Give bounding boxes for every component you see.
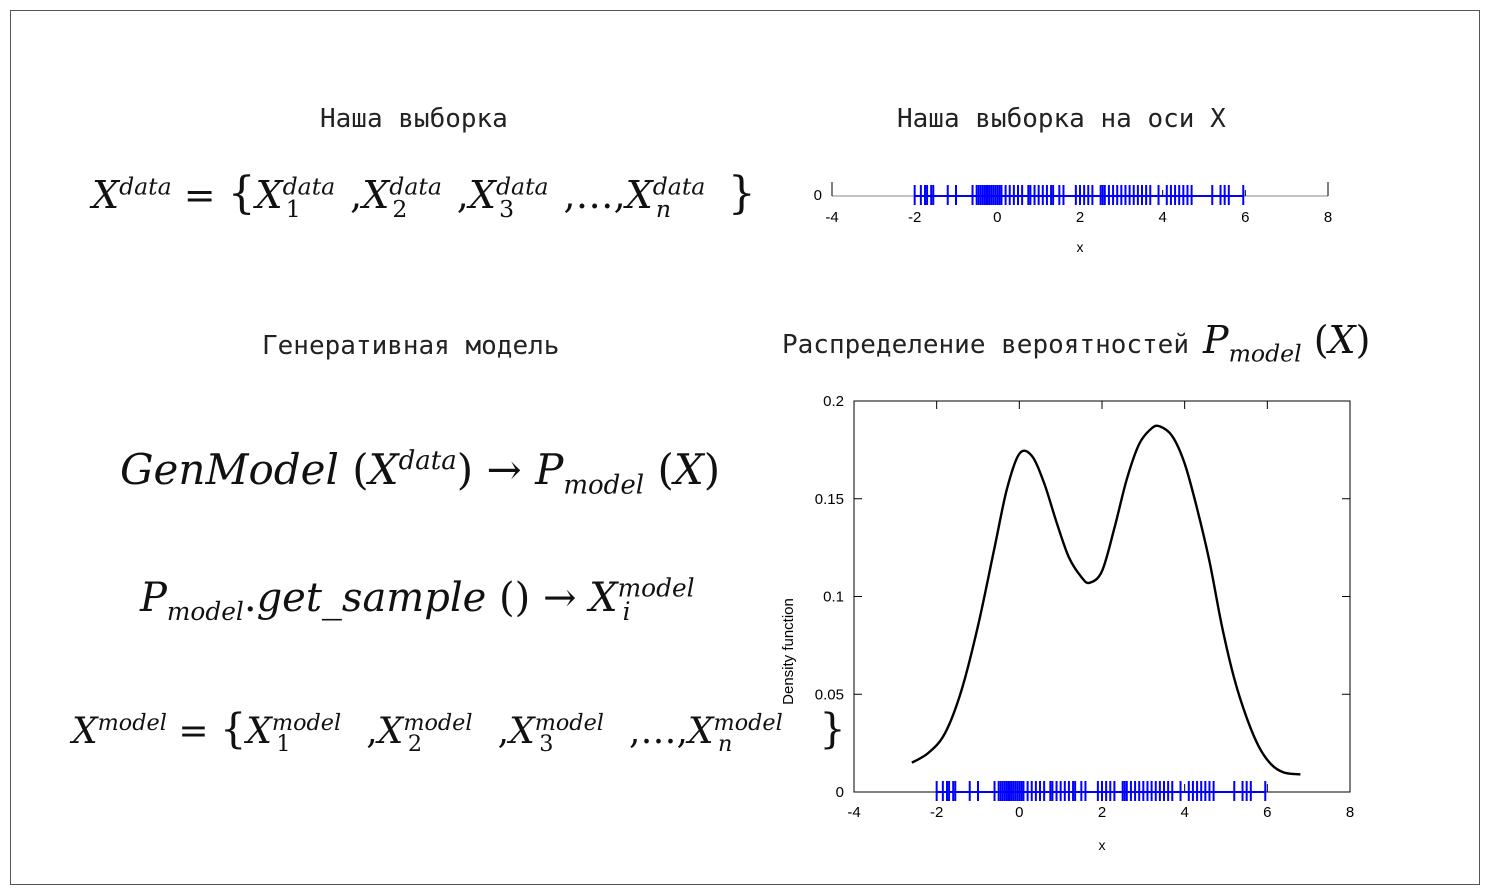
heading-distribution-formula: Pmodel (X) bbox=[1203, 318, 1371, 368]
y-tick-label: 0.05 bbox=[815, 686, 844, 703]
heading-sample-axis: Наша выборка на оси X bbox=[897, 104, 1226, 134]
x-tick-label: 4 bbox=[1158, 209, 1166, 226]
formula-sample-set: Xdata = {Xdata1 ,Xdata2 ,Xdata3 ,…,Xdatan} bbox=[92, 168, 756, 223]
x-tick-label: 6 bbox=[1241, 209, 1249, 226]
x-tick-label: 0 bbox=[993, 209, 1001, 226]
x-tick-label: -2 bbox=[908, 209, 921, 226]
x-axis-label: x bbox=[1077, 239, 1084, 255]
x-tick-label: 0 bbox=[1015, 804, 1023, 821]
x-tick-label: -2 bbox=[930, 804, 943, 821]
heading-sample: Наша выборка bbox=[320, 104, 508, 134]
density-chart: -4 -2 0 2 4 6 8 0 0.05 0.1 0.15 0.2 x Density functio… bbox=[780, 393, 1354, 853]
x-tick-label: 2 bbox=[1098, 804, 1106, 821]
x-tick-label: 2 bbox=[1076, 209, 1084, 226]
y-tick-label: 0.15 bbox=[815, 491, 844, 508]
y-axis-label: Density function bbox=[780, 598, 797, 705]
y-tick-label: 0.1 bbox=[823, 589, 844, 606]
x-tick-label: 8 bbox=[1324, 209, 1332, 226]
formula-genmodel: GenModel (Xdata) → Pmodel (X) bbox=[120, 445, 721, 501]
x-tick-label: 4 bbox=[1180, 804, 1188, 821]
formula-get-sample: Pmodel.get_sample () → Xmodeli bbox=[140, 573, 695, 626]
heading-distribution: Распределение вероятностей Pmodel (X) bbox=[782, 318, 1371, 368]
x-axis-label: x bbox=[1099, 837, 1106, 853]
x-tick-label: 6 bbox=[1263, 804, 1271, 821]
x-tick-label: 8 bbox=[1346, 804, 1354, 821]
heading-gen-model: Генеративная модель bbox=[262, 331, 560, 361]
plot-frame bbox=[853, 400, 1351, 793]
formula-model-set: Xmodel = {Xmodel1 ,Xmodel2 ,Xmodel3 ,…,Xmod… bbox=[72, 705, 846, 758]
rug-chart: -4 -2 0 2 4 6 8 0 x bbox=[814, 182, 1332, 255]
y-tick-label: 0.2 bbox=[823, 393, 844, 410]
slide-frame bbox=[10, 10, 1480, 885]
x-tick-label: -4 bbox=[825, 209, 838, 226]
y-tick-label: 0 bbox=[836, 784, 844, 801]
heading-distribution-text: Распределение вероятностей bbox=[782, 330, 1189, 360]
density-curve bbox=[911, 424, 1301, 776]
x-tick-label: -4 bbox=[847, 804, 860, 821]
y-tick-label: 0 bbox=[814, 187, 822, 204]
